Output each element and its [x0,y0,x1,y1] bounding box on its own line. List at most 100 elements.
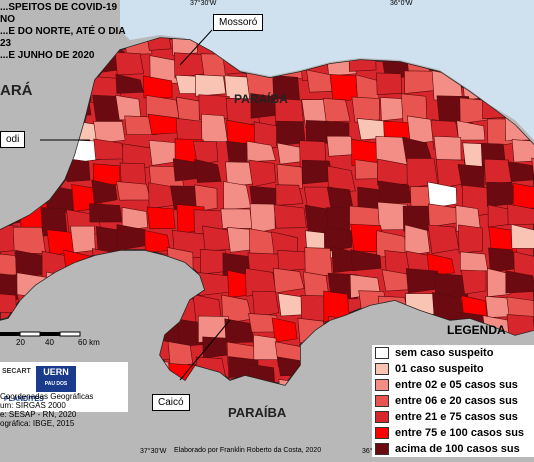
title-line-2: ...E DO NORTE, ATÉ O DIA 23 [0,26,126,49]
legend-item: entre 21 e 75 casos sus [372,409,534,425]
legend-item: acima de 100 casos sus [372,441,534,457]
credit-1: Coordenadas Geográficas [0,392,94,401]
title-line-3: ...E JUNHO DE 2020 [0,50,95,61]
legend-label: entre 06 e 20 casos sus [395,395,518,407]
callout-caico: Caicó [152,394,190,411]
legend-label: entre 02 e 05 casos sus [395,379,518,391]
legend-swatch [375,443,389,455]
municipality [350,249,382,272]
municipality [326,186,354,210]
municipality [427,224,460,254]
legend-item: entre 06 e 20 casos sus [372,393,534,409]
municipality [427,181,458,209]
callout-mossoro: Mossoró [213,14,264,31]
legend-label: entre 21 e 75 casos sus [395,411,518,423]
municipality [510,223,534,249]
municipality [457,164,485,188]
municipality [327,165,356,194]
legend-label: 01 caso suspeito [395,363,484,375]
label-paraiba-bottom: PARAÍBA [228,405,287,420]
municipality [507,203,534,226]
municipality [252,290,280,319]
municipality [220,208,253,229]
municipality [115,73,144,94]
coord-top-left: 37°30'W [190,0,217,7]
municipality [488,247,515,273]
municipality [194,74,227,97]
municipality [484,158,512,185]
municipality [70,225,96,254]
municipality [456,120,486,141]
municipality [322,98,351,122]
municipality [194,158,222,183]
municipality [434,273,469,300]
municipality [93,121,126,144]
municipality [405,268,440,294]
logos-panel: SECART UERN PAU DOS FERROS PLANDITES [0,362,128,412]
municipality [460,251,489,272]
label-ceara: ARÁ [0,82,33,99]
municipality [271,317,298,343]
legend-title: LEGENDA [447,323,506,337]
municipality [202,336,228,359]
municipality [201,113,228,142]
coord-bottom-left: 37°30'W [140,448,167,455]
municipality [249,228,275,257]
logo-uern-sub: PAU DOS FERROS [44,381,68,399]
municipality [116,181,151,201]
scale-20: 20 [16,338,25,347]
logo-secart: SECART [2,368,31,375]
credit-2: um: SIRGAS 2000 [0,401,66,410]
author-credit: Elaborado por Franklin Roberto da Costa,… [174,447,322,454]
municipality [404,224,431,257]
municipality [124,115,157,135]
municipality [253,334,279,360]
legend-swatch [375,411,389,423]
legend-swatch [375,379,389,391]
municipality [404,70,435,94]
municipality [512,182,534,210]
municipality [402,137,432,163]
municipality [145,38,172,51]
municipality [458,224,483,254]
legend-swatch [375,427,389,439]
scale-40: 40 [45,338,54,347]
municipality [248,159,277,188]
municipality [486,182,516,207]
label-paraiba-top: PARAÍBA [234,92,288,106]
callout-apodi: odi [0,131,26,148]
legend-item: entre 75 e 100 casos sus [372,425,534,441]
legend-item: sem caso suspeito [372,345,534,361]
scale-60: 60 km [78,338,100,347]
municipality [12,226,46,254]
credit-4: ográfica: IBGE, 2015 [0,419,75,428]
legend-label: entre 75 e 100 casos sus [395,427,525,439]
municipality [114,51,145,76]
logo-uern: UERN PAU DOS FERROS [36,366,76,399]
municipality [272,267,305,294]
coord-top-right: 36°0'W [390,0,413,7]
municipality [276,163,303,192]
scale-bar: 20 40 60 km [0,320,128,347]
legend-swatch [375,395,389,407]
municipality [194,184,218,212]
logo-uern-text: UERN [43,367,69,377]
legend-swatch [375,363,389,375]
municipality [249,203,276,235]
credit-3: e: SESAP - RN, 2020 [0,410,77,419]
legend-label: acima de 100 casos sus [395,443,520,455]
municipality [376,72,403,96]
municipality [167,341,194,368]
municipality [351,96,380,123]
municipality [505,270,534,294]
municipality [193,140,219,165]
municipality [275,184,304,206]
municipality [461,269,487,295]
legend-item: entre 02 e 05 casos sus [372,377,534,393]
municipality [121,206,148,231]
municipality [246,140,276,163]
municipality [487,268,511,298]
credits: Coordenadas Geográficas um: SIRGAS 2000 … [0,392,130,428]
municipality [89,203,123,223]
